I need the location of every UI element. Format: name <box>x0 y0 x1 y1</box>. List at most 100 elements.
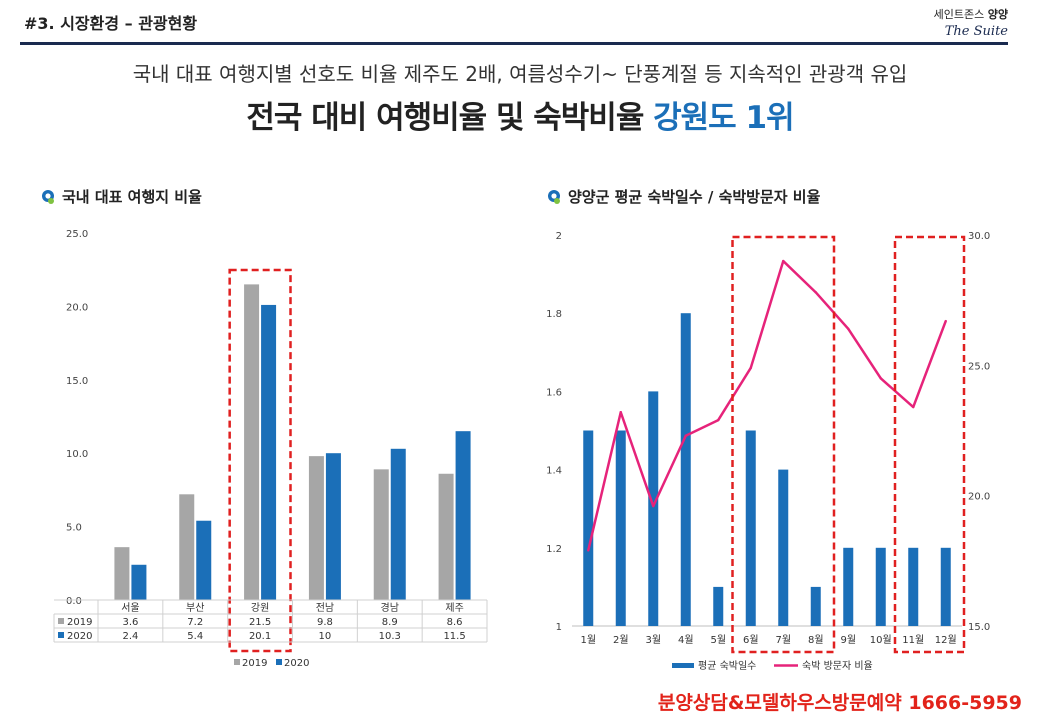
line-point-3월 <box>652 504 655 508</box>
line-point-4월 <box>684 434 687 437</box>
y-left-tick-label: 1.4 <box>546 466 562 477</box>
bar-2019-제주 <box>438 473 454 600</box>
x-tick-label: 서울 <box>121 602 139 614</box>
line-point-11월 <box>912 405 915 409</box>
line-point-2월 <box>619 411 622 414</box>
header-divider <box>20 42 1008 45</box>
bar-8월 <box>810 586 821 626</box>
legend-swatch-2019 <box>234 659 240 665</box>
line-point-9월 <box>847 327 850 331</box>
y-tick-label: 10.0 <box>66 449 88 460</box>
line-point-7월 <box>782 259 785 263</box>
bar-5월 <box>713 586 724 626</box>
bar-7월 <box>778 469 789 626</box>
bar-2020-제주 <box>455 431 471 600</box>
bar-12월 <box>940 547 951 626</box>
table-series-label: 2019 <box>67 617 92 628</box>
bar-2020-서울 <box>131 564 147 600</box>
y-left-tick-label: 1.6 <box>546 387 562 398</box>
location-pin-icon <box>548 189 560 204</box>
bar-2020-전남 <box>325 453 341 600</box>
x-tick-label: 7월 <box>775 634 791 646</box>
x-tick-label: 6월 <box>743 634 759 646</box>
x-tick-label: 3월 <box>645 634 661 646</box>
legend-label: 2019 <box>242 658 267 669</box>
brand-bold: 양양 <box>987 8 1008 21</box>
line-point-8월 <box>814 291 817 294</box>
right-chart-title-text: 양양군 평균 숙박일수 / 숙박방문자 비율 <box>568 188 821 206</box>
section-title: #3. 시장환경 – 관광현황 <box>24 14 198 33</box>
data-label: 20.1 <box>249 631 271 642</box>
bar-2019-강원 <box>244 284 260 600</box>
x-tick-label: 8월 <box>808 634 824 646</box>
x-tick-label: 2월 <box>613 634 629 646</box>
x-tick-label: 경남 <box>381 601 399 614</box>
data-label: 7.2 <box>187 617 203 628</box>
highlight-box-1 <box>893 235 966 654</box>
bar-2019-전남 <box>308 456 324 600</box>
bar-2019-서울 <box>114 547 130 600</box>
page-headline: 전국 대비 여행비율 및 숙박비율 강원도 1위 <box>0 92 1040 137</box>
x-tick-label: 1월 <box>580 634 596 646</box>
bar-9월 <box>843 547 854 626</box>
y-right-tick-label: 25.0 <box>968 361 990 372</box>
data-label: 10 <box>319 631 332 642</box>
line-point-1월 <box>587 549 590 552</box>
location-pin-icon <box>42 189 54 204</box>
data-label: 10.3 <box>379 631 401 642</box>
bar-2020-부산 <box>196 520 212 600</box>
brand-sub: The Suite <box>944 24 1008 39</box>
contact-footer: 분양상담&모델하우스방문예약 1666-5959 <box>657 692 1022 714</box>
table-legend-swatch <box>58 618 64 624</box>
table-legend-swatch <box>58 632 64 638</box>
left-chart-title: 국내 대표 여행지 비율 <box>40 186 202 207</box>
line-point-12월 <box>944 319 947 323</box>
x-tick-label: 제주 <box>445 602 463 614</box>
brand-line: 세인트존스 양양 <box>934 6 1008 22</box>
legend-label: 숙박 방문자 비율 <box>802 660 873 672</box>
bar-2020-경남 <box>390 448 406 600</box>
page-subtitle: 국내 대표 여행지별 선호도 비율 제주도 2배, 여름성수기~ 단풍계절 등 … <box>132 62 908 86</box>
x-tick-label: 4월 <box>678 634 694 646</box>
data-label: 8.6 <box>447 617 463 628</box>
right-chart-title: 양양군 평균 숙박일수 / 숙박방문자 비율 <box>546 186 820 207</box>
bar-11월 <box>908 547 919 626</box>
bar-6월 <box>745 430 756 626</box>
bar-2019-경남 <box>373 469 389 600</box>
highlight-box-0 <box>731 235 836 654</box>
headline-highlight: 강원도 1위 <box>653 100 794 136</box>
legend-label: 2020 <box>284 658 309 669</box>
data-label: 21.5 <box>249 617 271 628</box>
x-tick-label: 12월 <box>935 634 957 646</box>
y-left-tick-label: 2 <box>556 231 562 242</box>
data-label: 11.5 <box>443 631 465 642</box>
x-tick-label: 9월 <box>840 634 856 646</box>
y-tick-label: 25.0 <box>66 229 88 240</box>
data-label: 3.6 <box>122 617 138 628</box>
x-tick-label: 강원 <box>251 602 269 614</box>
y-left-tick-label: 1 <box>556 622 562 633</box>
y-tick-label: 5.0 <box>66 523 82 534</box>
y-tick-label: 20.0 <box>66 302 88 313</box>
line-point-5월 <box>717 418 720 422</box>
left-chart-title-text: 국내 대표 여행지 비율 <box>62 188 202 206</box>
x-tick-label: 11월 <box>902 634 924 646</box>
y-tick-label: 15.0 <box>66 376 88 387</box>
x-tick-label: 10월 <box>870 634 892 646</box>
legend-swatch-bar <box>672 663 694 668</box>
bar-4월 <box>680 313 691 626</box>
data-label: 8.9 <box>382 617 398 628</box>
y-left-tick-label: 1.2 <box>546 544 562 555</box>
bar-10월 <box>875 547 886 626</box>
legend-label: 평균 숙박일수 <box>698 660 756 672</box>
brand-logo: 세인트존스 양양 The Suite <box>934 6 1008 39</box>
bar-3월 <box>648 391 659 626</box>
y-left-tick-label: 1.8 <box>546 309 562 320</box>
line-point-6월 <box>749 366 752 370</box>
y-right-tick-label: 20.0 <box>968 492 990 503</box>
visitor-ratio-line <box>587 259 947 551</box>
bar-2020-강원 <box>261 304 277 600</box>
data-label: 9.8 <box>317 617 333 628</box>
data-label: 2.4 <box>122 631 138 642</box>
